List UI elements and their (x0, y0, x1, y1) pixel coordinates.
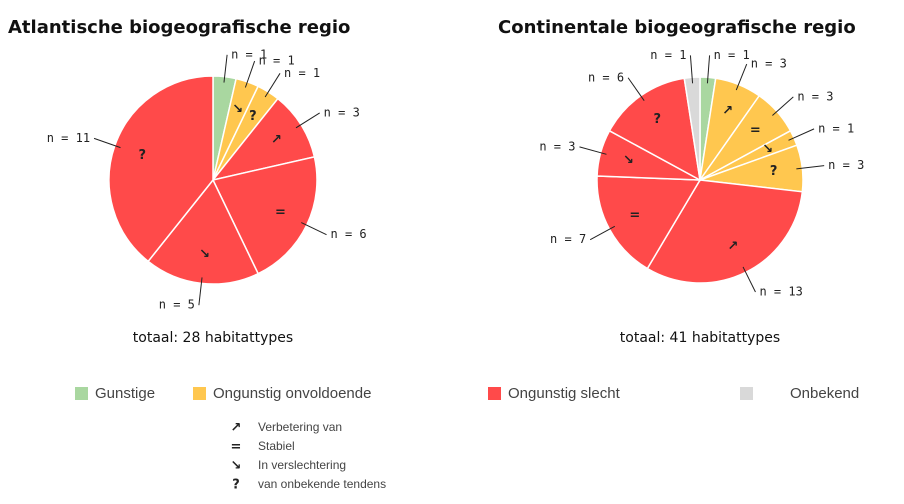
trend-symbol: ↘ (762, 142, 773, 157)
trend-symbol: ↘ (199, 247, 210, 262)
legend-swatch (75, 387, 88, 400)
total-label: totaal: 28 habitattypes (133, 330, 293, 346)
legend-label: Ongunstig onvoldoende (213, 385, 371, 402)
value-label: n = 7 (550, 232, 586, 246)
value-label: n = 3 (539, 139, 575, 153)
trend-symbol: ↗ (722, 104, 733, 119)
value-label: n = 1 (818, 121, 854, 135)
leader-line (264, 73, 281, 98)
trend-legend-label: Verbetering van (258, 420, 342, 434)
trend-symbol: = (275, 205, 286, 220)
value-label: n = 6 (588, 70, 624, 84)
value-label: n = 1 (259, 54, 295, 68)
value-label: n = 11 (47, 131, 90, 145)
value-label: n = 13 (759, 285, 802, 299)
trend-legend-label: van onbekende tendens (258, 477, 386, 491)
trend-legend-label: In verslechtering (258, 458, 346, 472)
trend-symbol: ? (770, 164, 778, 179)
value-label: n = 3 (751, 57, 787, 71)
trend-symbol: ? (249, 109, 257, 124)
trend-symbol: = (750, 123, 761, 138)
leader-line (796, 165, 825, 170)
chart-title: Continentale biogeografische regio (498, 17, 856, 38)
trend-symbol: ? (654, 112, 662, 127)
value-label: n = 1 (714, 48, 750, 62)
leader-line (735, 63, 748, 91)
leader-line (579, 146, 607, 155)
legend-swatch (193, 387, 206, 400)
value-label: n = 1 (231, 47, 267, 61)
leader-line (301, 222, 327, 236)
value-label: n = 3 (797, 89, 833, 103)
legend-swatch (740, 387, 753, 400)
total-label: totaal: 41 habitattypes (620, 330, 780, 346)
legend-swatch (488, 387, 501, 400)
value-label: n = 1 (650, 48, 686, 62)
value-label: n = 1 (284, 66, 320, 80)
trend-symbol: = (629, 208, 640, 223)
trend-legend-symbol: = (231, 440, 242, 455)
value-label: n = 3 (828, 158, 864, 172)
leader-line (93, 137, 121, 149)
leader-line (742, 266, 756, 293)
trend-symbol: ? (139, 148, 147, 163)
legend-label: Gunstige (95, 385, 155, 402)
trend-legend-symbol: ↘ (231, 459, 242, 474)
trend-symbol: ↗ (271, 133, 282, 148)
legend-label: Ongunstig slecht (508, 385, 621, 402)
trend-legend-symbol: ↗ (231, 421, 242, 436)
leader-line (589, 225, 616, 241)
leader-line (788, 128, 815, 141)
trend-legend-symbol: ? (232, 478, 240, 493)
value-label: n = 6 (331, 227, 367, 241)
trend-symbol: ↘ (623, 153, 634, 168)
leader-line (772, 96, 794, 116)
trend-legend-label: Stabiel (258, 439, 295, 453)
leader-line (244, 60, 256, 88)
leader-line (627, 77, 645, 101)
leader-line (706, 55, 711, 84)
legend-label: Onbekend (790, 385, 859, 402)
chart-title: Atlantische biogeografische regio (8, 17, 350, 38)
leader-line (689, 55, 694, 84)
leader-line (198, 277, 203, 306)
value-label: n = 5 (159, 298, 195, 312)
leader-line (223, 54, 228, 83)
leader-line (295, 112, 320, 129)
trend-symbol: ↗ (727, 239, 738, 254)
trend-symbol: ↘ (232, 102, 243, 117)
value-label: n = 3 (324, 105, 360, 119)
